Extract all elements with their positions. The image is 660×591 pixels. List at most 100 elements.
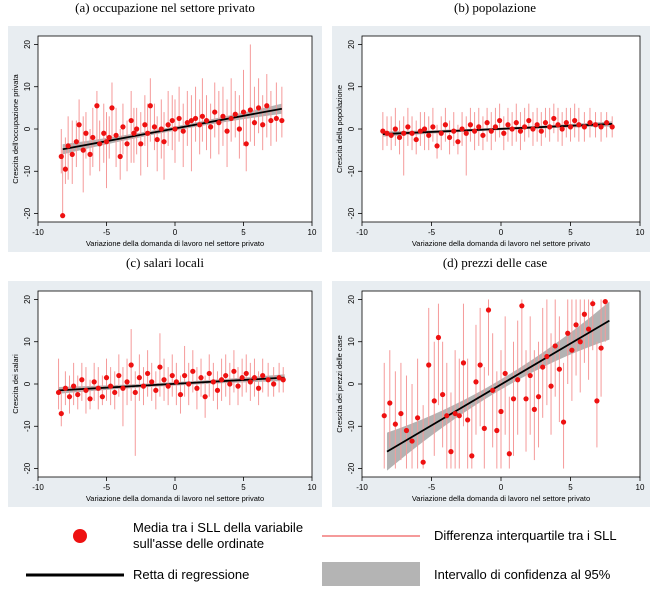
data-point [598,124,604,130]
data-point [87,396,93,402]
data-point [480,132,486,138]
data-point [431,398,437,404]
data-point [403,427,410,434]
data-point [66,394,73,400]
data-point [186,381,192,387]
data-point [594,398,600,404]
x-axis-label: Variazione della domanda di lavoro nel s… [412,239,590,248]
data-point [223,372,229,379]
data-point [540,364,546,370]
data-point [184,120,190,126]
y-tick-label: 10 [347,337,356,346]
data-point [76,122,82,128]
panel-b: (b) popolazione -10 -5 0 5 10 -20 -10 0 10 20 Vari… [330,0,660,255]
data-point [228,115,234,122]
data-point [456,413,462,419]
data-point [492,124,499,130]
y-tick-label: -10 [347,165,356,177]
data-point [264,103,270,109]
data-point [415,415,421,421]
data-point [471,128,478,134]
data-point [58,153,64,160]
data-point [232,111,238,117]
data-point [181,372,188,379]
data-point [409,130,415,136]
data-point [91,379,97,385]
data-point [476,124,482,130]
y-tick-label: -20 [23,462,32,474]
data-point [438,130,444,136]
data-point [212,109,218,115]
x-tick-label: -10 [32,483,44,492]
x-tick-label: -5 [103,483,111,492]
data-point [577,339,583,345]
data-point [120,124,126,130]
data-point [523,396,529,402]
data-point [485,307,492,313]
data-point [602,298,608,305]
data-point [481,425,487,431]
y-tick-label: -20 [23,207,32,219]
data-point [239,375,245,381]
data-point [95,385,101,391]
x-axis-label: Variazione della domanda di lavoro nel s… [412,494,590,503]
data-point [65,143,71,149]
data-point [149,379,155,385]
data-point [101,130,107,136]
data-point [609,124,615,130]
chart-title: (c) salari locali [126,255,204,270]
data-point [442,122,448,128]
data-point [417,128,423,134]
y-axis-label: Crescita dell'occupazione privata [11,73,20,183]
data-point [145,370,151,377]
x-tick-label: 5 [241,228,246,237]
data-point [190,368,196,374]
data-point [83,130,89,136]
plot-content [55,329,286,456]
data-point [169,117,175,124]
y-tick-label: -10 [23,420,32,432]
data-point [124,379,130,385]
x-tick-label: 5 [568,483,573,492]
y-tick-label: 10 [23,82,32,91]
data-point [581,124,587,130]
data-point [203,117,210,124]
panel-c: (c) salari locali -10 -5 0 5 10 -20 -10 0 10 20 Va… [0,255,330,510]
data-point [592,122,599,128]
data-point [510,396,517,402]
data-point [158,126,164,132]
data-point [55,389,62,396]
x-tick-label: 0 [499,228,504,237]
x-tick-label: 0 [173,228,178,237]
x-axis-label: Variazione della domanda di lavoro nel s… [86,239,264,248]
data-point [513,120,519,126]
data-point [421,126,428,132]
data-point [387,400,393,406]
data-point [69,151,75,157]
data-point [154,136,160,143]
data-point [260,372,266,379]
data-point [224,128,230,134]
data-point [87,151,93,157]
data-point [79,377,85,383]
data-point [113,132,119,138]
data-point [473,379,479,385]
data-point [62,166,68,172]
data-point [559,126,565,132]
data-point [527,372,533,379]
data-point [398,410,404,417]
data-point [446,134,453,141]
data-point [542,120,549,126]
data-point [460,360,467,366]
y-tick-label: 0 [347,381,356,386]
data-point [202,394,208,400]
data-point [247,379,253,385]
data-point [145,130,151,136]
data-point [547,124,553,130]
data-point [506,451,512,457]
data-point [552,343,558,349]
data-point [573,322,579,328]
data-point [531,406,537,412]
legend-range-label: Differenza interquartile tra i SLL [434,528,617,543]
data-point [131,130,137,136]
